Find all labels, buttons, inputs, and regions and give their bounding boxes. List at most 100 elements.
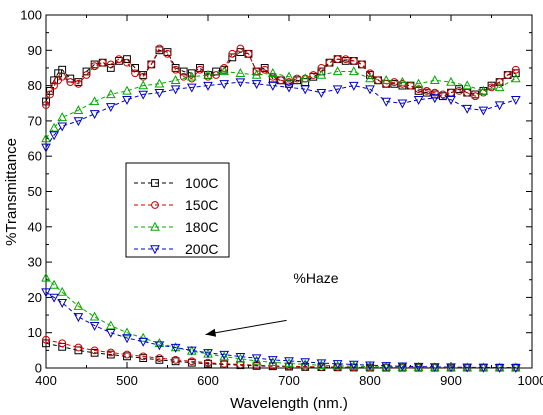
series-200c-haze-point: [89, 321, 100, 331]
series-180c-transmittance-point: [154, 78, 165, 88]
x-tick-label: 1000: [518, 373, 543, 388]
haze-annotation-label: %Haze: [293, 270, 338, 286]
series-180c-transmittance-point: [186, 71, 197, 81]
series-200c-transmittance-point: [138, 90, 149, 100]
series-150c-transmittance-point: [163, 49, 172, 58]
series-150c-transmittance-point: [82, 71, 91, 79]
series-150c-transmittance-point: [422, 86, 431, 95]
series-200c-transmittance-point: [300, 85, 311, 95]
series-180c-transmittance-point: [57, 112, 68, 122]
series-200c-transmittance-point: [235, 78, 246, 88]
series-150c-transmittance-point: [74, 79, 83, 88]
series-150c-haze-point: [90, 346, 99, 355]
legend-label-150c: 150C: [185, 197, 218, 213]
series-150c-transmittance-point: [42, 101, 50, 109]
y-tick-label: 60: [28, 149, 42, 164]
series-150c-transmittance-point: [228, 49, 237, 58]
series-200c-transmittance-point: [381, 97, 392, 107]
series-180c-haze-point: [57, 286, 68, 296]
series-150c-transmittance-point: [131, 69, 140, 78]
series-150c-transmittance-point: [236, 44, 245, 53]
series-150c-transmittance-point: [414, 85, 423, 94]
legend-marker-150c: [151, 201, 159, 209]
series-200c-transmittance-point: [365, 85, 375, 95]
x-tick-label: 600: [197, 373, 219, 388]
y-tick-label: 80: [28, 78, 42, 93]
legend-label-200c: 200C: [185, 241, 218, 257]
series-100c-haze-point: [74, 346, 83, 355]
series-150c-transmittance-point: [106, 60, 115, 69]
legend-box: [125, 162, 230, 258]
series-150c-transmittance-point: [252, 67, 261, 76]
series-180c-transmittance-point: [300, 73, 311, 83]
series-150c-haze-point: [74, 343, 83, 352]
series-180c-transmittance-point: [446, 76, 456, 86]
series-180c-transmittance-point: [105, 89, 116, 99]
series-180c-haze-point: [154, 338, 165, 347]
series-150c-transmittance-point: [293, 74, 302, 83]
plot-area: [45, 14, 533, 369]
series-180c-transmittance-point: [381, 75, 392, 85]
series-150c-transmittance-point: [341, 55, 350, 64]
series-150c-transmittance-point: [196, 65, 204, 74]
series-100c-transmittance-point: [179, 67, 188, 76]
series-150c-haze-point: [187, 357, 196, 366]
series-200c-haze-point: [365, 361, 375, 371]
series-200c-haze-point: [122, 334, 132, 344]
series-150c-transmittance-point: [139, 72, 148, 81]
series-180c-transmittance-point: [462, 80, 473, 90]
series-150c-transmittance-point: [511, 65, 520, 74]
series-200c-transmittance-point: [251, 80, 262, 90]
series-200c-haze-point: [348, 360, 359, 370]
series-180c-transmittance-point: [413, 78, 424, 88]
series-180c-transmittance-point: [429, 75, 440, 85]
y-tick-label: 90: [28, 43, 42, 58]
series-180c-haze-point: [49, 279, 59, 289]
series-180c-transmittance-point: [73, 105, 84, 115]
series-200c-haze-point: [105, 329, 116, 338]
series-150c-haze-point: [139, 352, 148, 361]
x-axis-title: Wavelength (nm.): [230, 395, 348, 412]
series-150c-transmittance-point: [487, 83, 496, 92]
series-200c-haze-point: [510, 363, 521, 373]
series-180c-haze-point: [105, 320, 116, 330]
series-200c-transmittance-point: [284, 83, 294, 93]
legend-label-180c: 180C: [185, 219, 218, 235]
series-180c-transmittance-point: [49, 122, 59, 132]
series-200c-transmittance-point: [446, 96, 456, 105]
series-200c-transmittance-point: [122, 96, 132, 105]
series-200c-transmittance-point: [219, 80, 230, 90]
series-150c-transmittance-point: [98, 58, 107, 67]
series-150c-haze-point: [366, 363, 374, 372]
series-180c-haze-point: [219, 351, 230, 361]
series-150c-transmittance-point: [58, 72, 67, 81]
series-200c-haze-point: [300, 358, 311, 368]
series-180c-transmittance-point: [89, 96, 100, 106]
haze-arrow-line: [205, 319, 287, 335]
series-200c-haze-line: [45, 291, 516, 369]
series-200c-haze-point: [219, 350, 230, 360]
x-tick-label: 900: [440, 373, 462, 388]
series-200c-transmittance-point: [186, 83, 197, 93]
series-150c-transmittance-point: [325, 58, 334, 67]
series-180c-transmittance-point: [316, 69, 327, 79]
series-150c-transmittance-point: [50, 81, 58, 90]
series-200c-haze-point: [332, 360, 343, 370]
y-tick-label: 70: [28, 113, 42, 128]
series-200c-haze-point: [478, 363, 489, 373]
series-150c-haze-point: [58, 339, 67, 348]
series-200c-haze-point: [186, 346, 197, 356]
series-180c-transmittance-point: [203, 69, 213, 79]
series-150c-transmittance-point: [349, 56, 358, 65]
series-200c-haze-point: [494, 363, 505, 373]
y-tick-label: 40: [28, 219, 42, 234]
series-200c: [41, 78, 521, 373]
series-180c-haze-point: [251, 355, 262, 365]
series-100c-transmittance-point: [131, 64, 139, 72]
series-200c-haze-point: [235, 353, 246, 362]
series-200c-transmittance-point: [73, 117, 84, 127]
series-150c-transmittance-point: [495, 78, 504, 86]
series-100c-transmittance-point: [123, 55, 131, 64]
series-100c-haze-point: [90, 348, 99, 357]
